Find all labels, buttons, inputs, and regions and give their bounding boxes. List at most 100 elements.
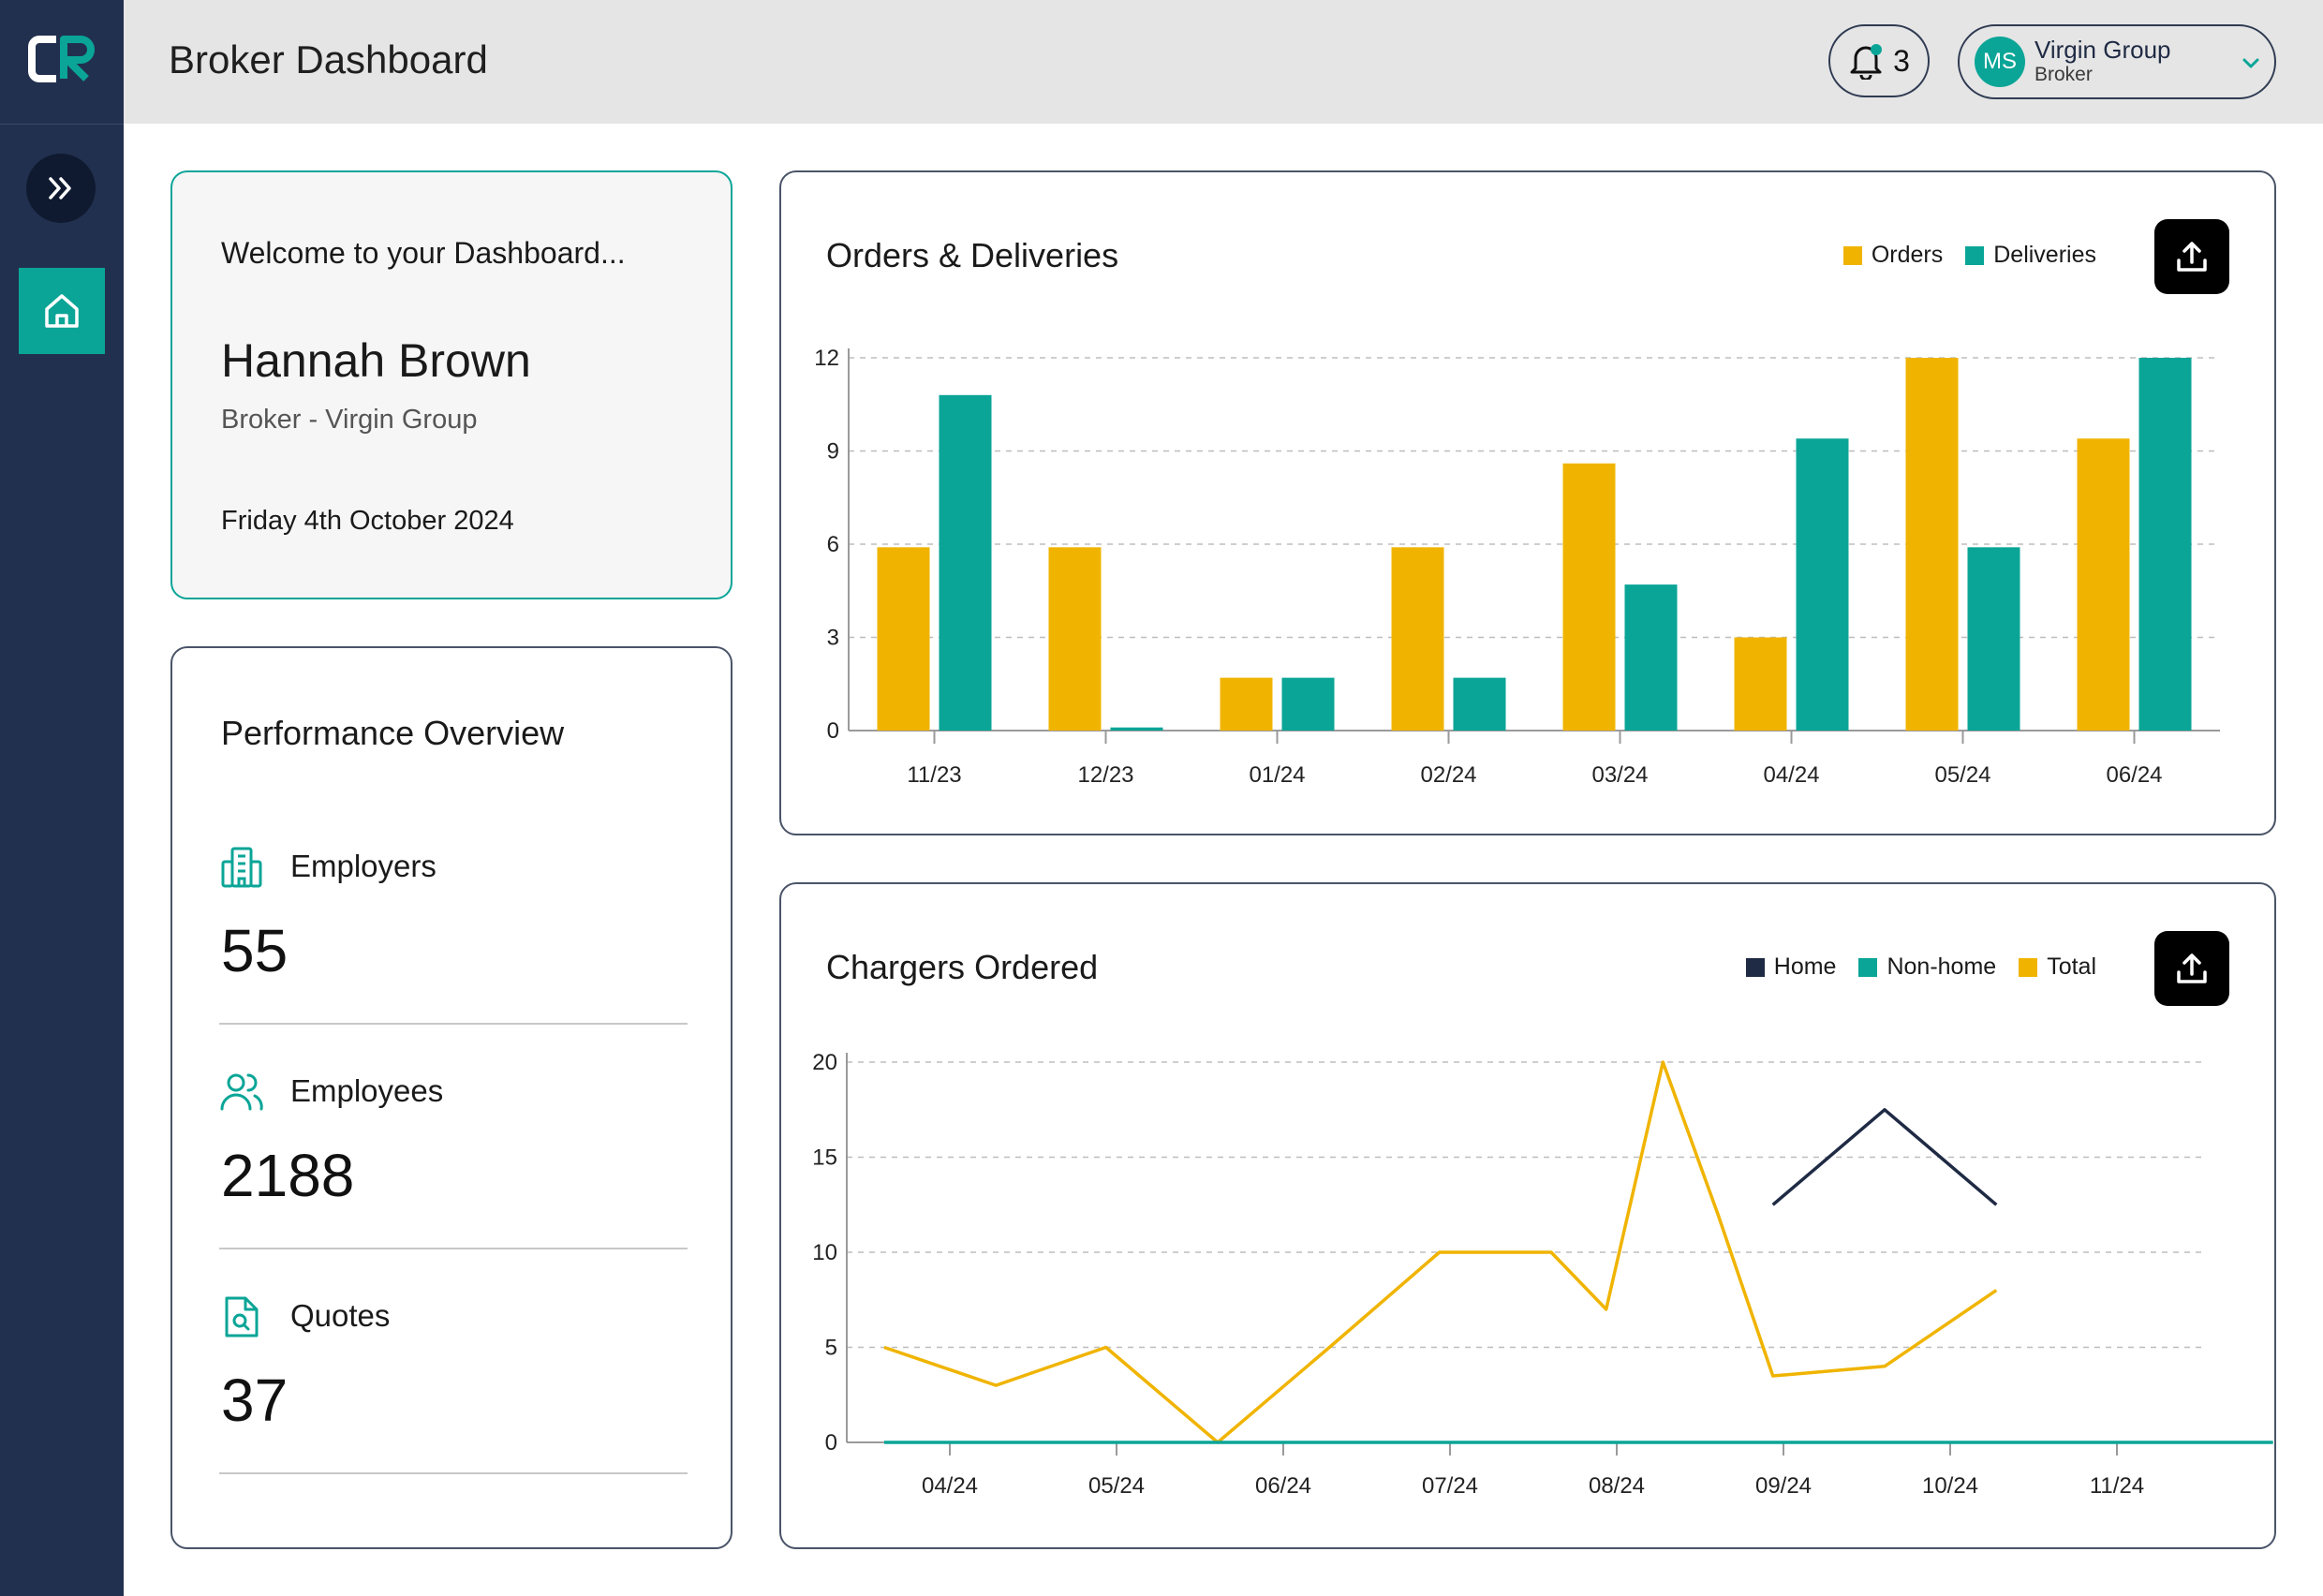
x-tick-label: 01/24 [1249,762,1305,788]
x-tick-label: 05/24 [1934,762,1990,788]
welcome-card: Welcome to your Dashboard... Hannah Brow… [170,170,732,599]
legend-label: Home [1773,953,1837,980]
legend-label: Deliveries [1993,242,2096,268]
bar-deliveries [1281,677,1335,731]
metric-value: 55 [221,917,289,984]
legend-label: Total [2047,953,2096,980]
bar-orders [877,547,930,731]
x-tick-label: 10/24 [1922,1473,1978,1499]
y-tick-label: 0 [827,718,839,744]
chargers-legend: Home Non-home Total [1745,953,2096,981]
users-icon [220,1073,263,1111]
metric-divider [219,1472,688,1474]
metric-label: Employers [290,849,436,883]
export-button[interactable] [2154,219,2229,294]
orders-chart-title: Orders & Deliveries [826,236,1119,274]
chargers-chart: 0 5 10 15 20 04/24 05/24 06/24 07/24 08/24 09/24 10… [812,1050,2273,1499]
building-icon [221,847,262,888]
bar-deliveries [1967,547,2020,731]
x-tick-label: 06/24 [1255,1473,1311,1499]
notifications-button[interactable]: 3 [1828,24,1930,97]
account-name: Virgin Group [2034,36,2171,64]
performance-title: Performance Overview [221,714,565,752]
y-tick-label: 9 [827,439,839,465]
x-tick-label: 09/24 [1755,1473,1812,1499]
bar-deliveries [1453,677,1506,731]
expand-sidebar-button[interactable] [26,154,96,223]
export-button[interactable] [2154,931,2229,1006]
y-tick-label: 12 [814,346,839,371]
x-tick-label: 04/24 [922,1473,978,1499]
x-tick-label: 11/24 [2090,1473,2144,1499]
home-icon [45,294,79,328]
sidebar [0,0,124,1596]
avatar: MS [1975,37,2025,87]
bar-deliveries [1796,438,1849,731]
bar-orders [1048,547,1102,731]
bar-deliveries [2138,358,2192,731]
legend-label: Orders [1871,242,1944,268]
logo [28,36,95,82]
orders-chart: 0 3 6 9 12 11/23 12/23 01/24 02/24 03/24 04/24 05/2… [814,346,2220,788]
y-tick-label: 10 [812,1240,837,1265]
legend-label: Non-home [1887,953,1997,980]
series-line-total [883,1060,1998,1444]
legend-item-home: Home [1745,953,1837,981]
bar-orders [1905,358,1959,731]
x-tick-label: 03/24 [1591,762,1648,788]
y-tick-label: 6 [827,532,839,557]
x-tick-label: 07/24 [1422,1473,1478,1499]
y-tick-label: 20 [812,1050,837,1075]
metric-value: 37 [221,1367,289,1434]
y-tick-label: 5 [825,1336,837,1361]
legend-item-deliveries: Deliveries [1965,242,2096,269]
welcome-greeting: Welcome to your Dashboard... [221,236,626,270]
y-tick-label: 3 [827,626,839,651]
bar-orders [1391,547,1444,731]
metric-label: Employees [290,1073,444,1108]
bar-orders [1220,677,1273,731]
page-title: Broker Dashboard [169,37,488,81]
x-tick-label: 05/24 [1088,1473,1145,1499]
metric-value: 2188 [221,1142,355,1209]
chevron-down-icon [2242,58,2259,68]
legend-item-nonhome: Non-home [1858,953,1996,981]
x-tick-label: 08/24 [1589,1473,1645,1499]
series-line-home [1771,1108,1998,1206]
x-tick-label: 12/23 [1077,762,1133,788]
legend-item-total: Total [2019,953,2096,981]
metric-label: Quotes [290,1298,391,1333]
topbar: Broker Dashboard 3 MS Virgin Group Broke… [124,0,2323,124]
chargers-ordered-card: Chargers Ordered Home Non-home Total 0 5 1… [779,882,2276,1549]
x-tick-label: 06/24 [2106,762,2162,788]
user-name: Hannah Brown [221,334,531,387]
chargers-chart-title: Chargers Ordered [826,948,1099,986]
upload-icon [2177,242,2207,272]
account-menu[interactable]: MS Virgin Group Broker [1958,24,2276,99]
document-search-icon [225,1296,259,1337]
x-tick-label: 02/24 [1420,762,1476,788]
bar-orders [1562,463,1616,731]
legend-item-orders: Orders [1842,242,1944,269]
sidebar-item-home[interactable] [19,268,105,354]
current-date: Friday 4th October 2024 [221,506,514,536]
orders-legend: Orders Deliveries [1842,242,2096,269]
double-chevron-right-icon [49,177,71,200]
x-tick-label: 11/23 [907,762,961,788]
bar-orders [1734,637,1787,731]
x-tick-label: 04/24 [1763,762,1819,788]
bell-icon [1850,44,1883,80]
account-role: Broker [2034,64,2093,85]
user-subtitle: Broker - Virgin Group [221,405,478,435]
y-tick-label: 15 [812,1145,837,1171]
upload-icon [2177,953,2207,983]
bar-orders [2077,438,2130,731]
sidebar-divider [0,124,124,125]
bar-deliveries [1110,727,1163,731]
bar-deliveries [1624,584,1678,731]
performance-card: Performance Overview Employers 55 Employ… [170,646,732,1549]
notification-count: 3 [1893,43,1910,78]
bar-deliveries [939,394,992,731]
y-tick-label: 0 [825,1430,837,1456]
